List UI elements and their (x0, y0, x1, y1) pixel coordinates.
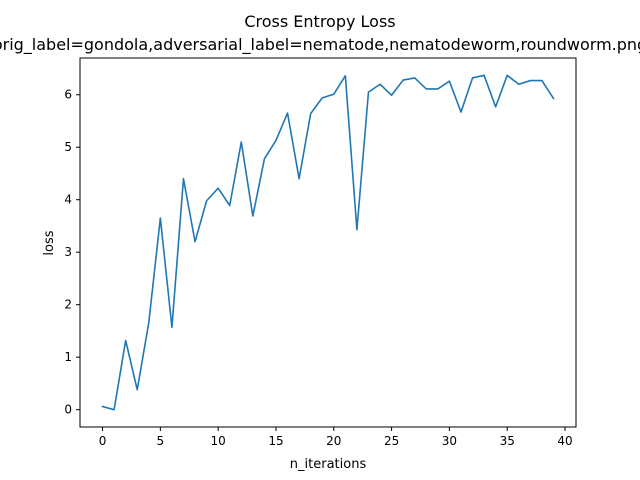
x-tick-label: 20 (326, 434, 341, 448)
y-tick-label: 4 (64, 193, 72, 207)
x-tick-label: 25 (384, 434, 399, 448)
plot-area: 0 5 10 15 20 25 30 35 40 0 1 2 3 4 5 6 (64, 74, 573, 448)
y-tick-label: 2 (64, 298, 72, 312)
x-tick-label: 5 (157, 434, 165, 448)
x-tick-label: 15 (268, 434, 283, 448)
y-tick-label: 0 (64, 403, 72, 417)
x-axis-label: n_iterations (290, 457, 367, 472)
y-tick-label: 1 (64, 350, 72, 364)
x-tick-label: 35 (500, 434, 515, 448)
y-tick-label: 3 (64, 245, 72, 259)
x-tick-label: 0 (99, 434, 107, 448)
x-tick-label: 40 (557, 434, 572, 448)
x-tick-label: 30 (442, 434, 457, 448)
chart-subtitle: orig_label=gondola,adversarial_label=nem… (0, 35, 640, 55)
y-tick-label: 5 (64, 140, 72, 154)
chart-title: Cross Entropy Loss (244, 12, 395, 31)
axes-frame (79, 57, 577, 428)
y-axis-label: loss (42, 230, 57, 255)
y-tick-label: 6 (64, 88, 72, 102)
x-tick-label: 10 (211, 434, 226, 448)
series-line (101, 74, 555, 411)
